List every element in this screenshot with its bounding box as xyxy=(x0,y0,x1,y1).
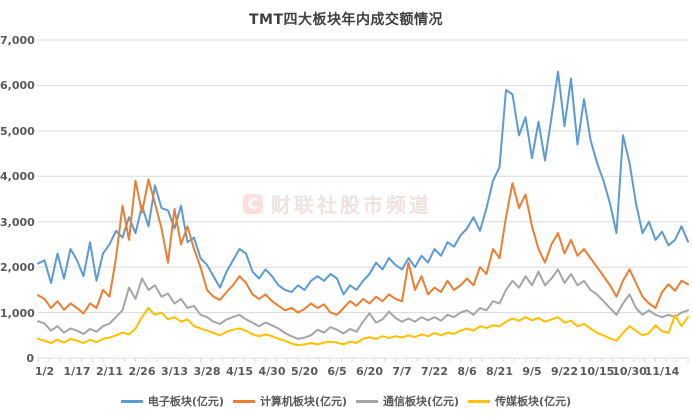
legend-item: 通信板块(亿元) xyxy=(356,393,459,409)
x-axis-tick-label: 9/22 xyxy=(551,365,578,378)
y-axis-tick-label: 2,000 xyxy=(0,261,35,275)
legend-item: 传媒板块(亿元) xyxy=(468,393,571,409)
x-axis-tick-label: 9/5 xyxy=(522,365,542,378)
y-axis-tick-label: 0 xyxy=(26,352,34,365)
x-axis-tick-label: 10/30 xyxy=(612,365,647,378)
y-axis-tick-label: 6,000 xyxy=(0,79,35,93)
x-axis-tick-label: 3/28 xyxy=(193,365,221,378)
x-axis-tick-label: 8/6 xyxy=(457,365,477,378)
y-axis-tick-label: 7,000 xyxy=(0,34,35,47)
legend-label: 计算机板块(亿元) xyxy=(259,395,347,408)
y-axis-tick-label: 3,000 xyxy=(0,215,35,229)
x-axis-tick-label: 2/26 xyxy=(128,365,156,378)
x-axis-tick-label: 3/13 xyxy=(161,365,188,378)
x-axis-tick-label: 7/7 xyxy=(392,365,412,378)
x-axis-tick-label: 4/30 xyxy=(258,365,286,378)
legend-label: 通信板块(亿元) xyxy=(383,395,460,408)
x-axis-tick-label: 4/15 xyxy=(226,365,253,378)
x-axis-tick-label: 1/17 xyxy=(63,365,91,378)
legend-item: 计算机板块(亿元) xyxy=(232,393,347,409)
legend-label: 电子板块(亿元) xyxy=(147,395,224,408)
chart-legend: 电子板块(亿元) 计算机板块(亿元) 通信板块(亿元) 传媒板块(亿元) xyxy=(0,393,692,409)
x-axis-tick-label: 1/2 xyxy=(34,365,55,378)
x-axis-tick-label: 10/15 xyxy=(579,365,615,378)
x-axis-tick-label: 11/14 xyxy=(644,365,680,378)
x-axis-tick-label: 7/22 xyxy=(421,365,448,378)
chart-title: TMT四大板块年内成交额情况 xyxy=(248,12,444,28)
legend-line-icon xyxy=(356,399,378,403)
y-axis-tick-label: 5,000 xyxy=(0,124,35,138)
legend-line-icon xyxy=(232,399,255,403)
x-axis-tick-label: 2/11 xyxy=(96,365,123,378)
x-axis-tick-label: 6/5 xyxy=(327,365,347,378)
y-axis-tick-label: 4,000 xyxy=(0,170,35,184)
x-axis-tick-label: 5/20 xyxy=(291,365,318,378)
x-axis-tick-label: 6/20 xyxy=(356,365,383,378)
legend-line-icon xyxy=(120,399,143,403)
legend-label: 传媒板块(亿元) xyxy=(495,395,572,408)
y-axis-tick-label: 1,000 xyxy=(0,306,35,320)
x-axis-tick-label: 8/21 xyxy=(486,365,513,378)
legend-item: 电子板块(亿元) xyxy=(120,393,224,409)
legend-line-icon xyxy=(468,399,491,403)
